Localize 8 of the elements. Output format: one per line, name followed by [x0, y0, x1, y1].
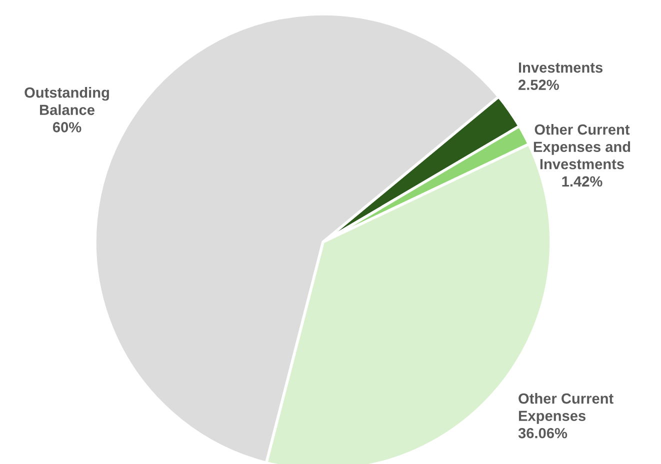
slice-label: Investments	[518, 62, 602, 73]
data-label: 1.42%	[562, 176, 602, 187]
data-label: 36.06%	[518, 428, 568, 438]
data-label: 2.52%	[518, 80, 559, 90]
slice-label: Other Current Expenses	[518, 393, 614, 424]
slice-label: Other Current Expenses and Investments	[534, 124, 630, 170]
data-label: 60%	[52, 122, 82, 132]
slice-label: Outstanding Balance	[24, 87, 109, 116]
